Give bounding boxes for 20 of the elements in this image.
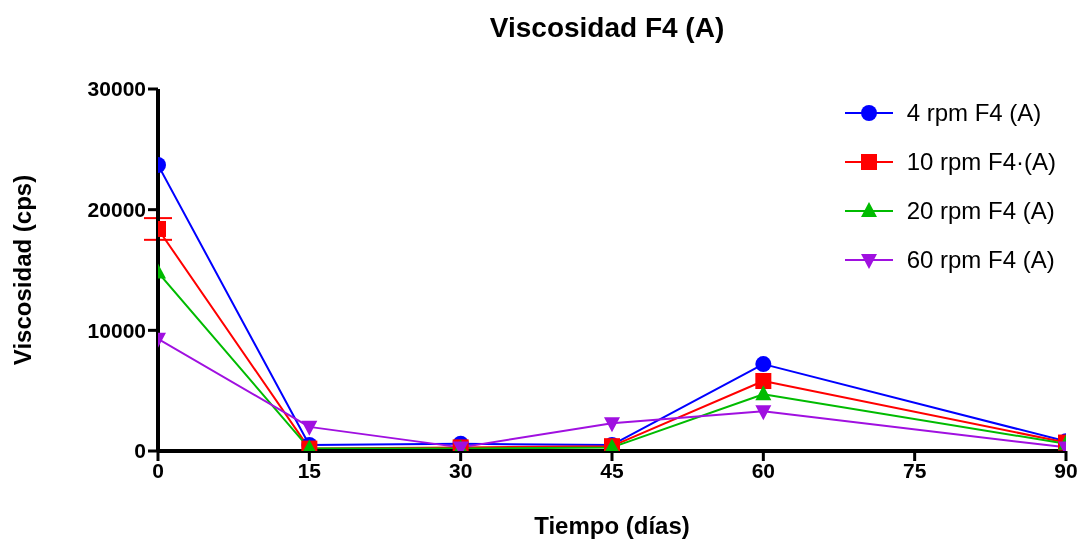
legend-label: 10 rpm F4·(A) (906, 147, 1056, 176)
legend-label: 60 rpm F4 (A) (906, 245, 1055, 274)
y-axis-title: Viscosidad (cps) (8, 174, 36, 366)
y-tick-label: 0 (134, 439, 146, 463)
y-tick-label: 20000 (87, 198, 146, 222)
x-tick-label: 45 (600, 458, 624, 482)
point (755, 373, 772, 390)
point (755, 356, 772, 373)
x-axis-title: Tiempo (días) (534, 512, 690, 539)
legend-label: 4 rpm F4 (A) (906, 98, 1042, 127)
x-tick-label: 75 (902, 458, 927, 482)
x-tick-label: 15 (297, 458, 322, 482)
x-tick-label: 30 (448, 458, 473, 482)
chart-title: Viscosidad F4 (A) (488, 12, 726, 44)
y-tick-label: 30000 (87, 77, 146, 101)
x-tick-label: 90 (1054, 458, 1078, 482)
x-tick-label: 0 (152, 458, 164, 482)
legend-label: 20 rpm F4 (A) (906, 196, 1055, 225)
x-tick-label: 60 (751, 458, 776, 482)
y-tick-label: 10000 (87, 318, 146, 342)
